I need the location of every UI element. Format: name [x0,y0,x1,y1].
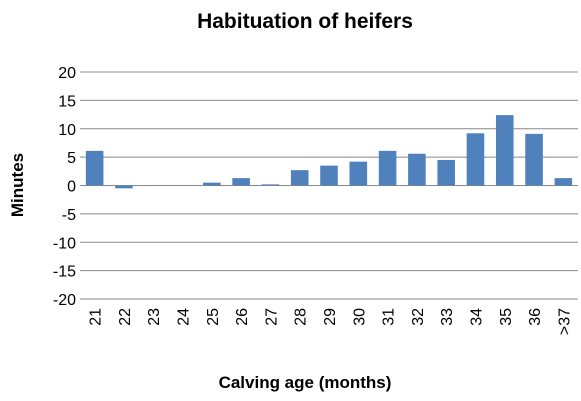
bar [349,161,368,186]
x-tick-label: 35 [498,308,515,326]
x-tick-label: 21 [88,308,105,326]
x-tick-label: 33 [439,308,456,326]
y-tick-label: 15 [58,93,76,110]
bar [437,159,455,186]
y-tick-label: 10 [58,122,76,139]
bar [466,133,485,186]
y-tick-label: 20 [58,65,76,82]
x-tick-label: 24 [176,308,193,326]
bar [554,178,573,186]
x-axis-title: Calving age (months) [219,373,392,392]
x-tick-label: 31 [381,308,398,326]
bar [85,150,104,186]
bar [203,182,221,186]
x-tick-label: 25 [205,308,222,326]
bar [232,178,250,186]
bar [495,115,514,186]
x-tick-label: 29 [322,308,339,326]
x-tick-label: 22 [117,308,134,326]
bar [408,153,426,186]
x-tick-label: 28 [293,308,310,326]
x-tick-label: >37 [556,308,573,335]
bar [290,170,309,186]
x-tick-label: 26 [234,308,251,326]
bar [261,184,280,186]
bar [525,133,543,186]
y-tick-label: -10 [53,235,76,252]
bar [320,165,338,186]
x-tick-label: 30 [351,308,368,326]
y-tick-label: -15 [53,264,76,281]
chart-title: Habituation of heifers [197,10,413,33]
bar [378,150,397,186]
x-tick-label: 36 [527,308,544,326]
y-tick-label: 0 [67,179,76,196]
x-tick-label: 23 [146,308,163,326]
y-tick-label: -20 [53,292,76,309]
y-axis-title: Minutes [8,153,27,217]
bar [115,185,133,189]
x-tick-label: 32 [410,308,427,326]
x-tick-label: 27 [263,308,280,326]
y-tick-label: -5 [62,207,76,224]
x-tick-label: 34 [468,308,485,326]
y-tick-label: 5 [67,150,76,167]
